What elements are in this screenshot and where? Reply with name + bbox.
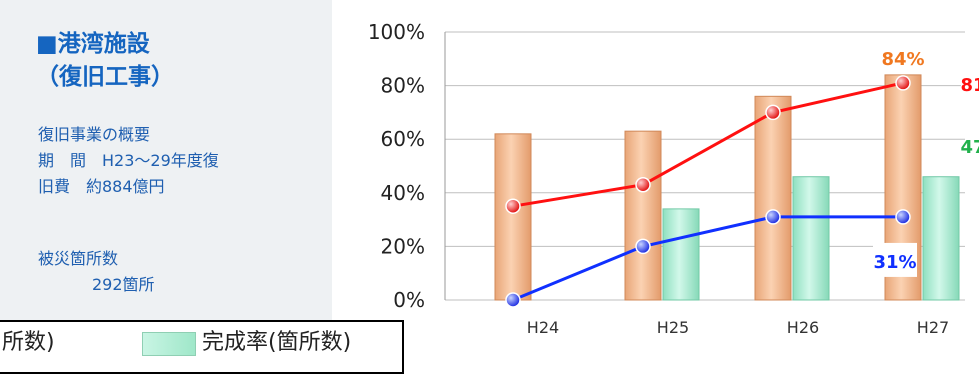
point-red: [895, 75, 911, 91]
label-blue-value: 31%: [873, 252, 916, 273]
label-orange-value: 84%: [881, 49, 924, 70]
point-red: [635, 177, 651, 193]
y-tick-label: 40%: [381, 181, 425, 205]
bar-green: [922, 176, 960, 301]
bar-orange: [754, 95, 792, 301]
x-tick-label: H25: [657, 318, 689, 337]
point-red: [765, 104, 781, 121]
progress-chart: 0% 20% 40% 60% 80% 100% H24 H25 H26 H27 84% 81% 47%…: [368, 20, 979, 337]
title-line-1: ■港湾施設: [36, 31, 150, 57]
project-summary: 復旧事業の概要 期 間 H23～29年度復 旧費 約884億円: [38, 122, 219, 200]
bar-orange: [624, 130, 662, 301]
y-tick-label: 20%: [381, 234, 425, 258]
y-tick-label: 0%: [393, 288, 425, 312]
title-line-2: （復旧工事）: [36, 64, 174, 90]
bar-green: [792, 176, 830, 301]
point-blue: [765, 209, 781, 225]
x-tick-label: H26: [787, 318, 819, 337]
damage-info: 被災箇所数 292箇所: [38, 246, 155, 298]
label-red-value: 81%: [960, 75, 979, 96]
left-info-panel: ■港湾施設 （復旧工事） 復旧事業の概要 期 間 H23～29年度復 旧費 約8…: [0, 0, 332, 347]
point-blue: [895, 209, 911, 225]
panel-divider: [332, 0, 334, 347]
bar-green: [662, 208, 700, 301]
cost-line: 旧費 約884億円: [38, 177, 165, 196]
line-blue: [512, 215, 903, 302]
legend-completion-label: 完成率(箇所数): [202, 330, 352, 355]
legend-left-label: 所数): [2, 330, 55, 355]
y-tick-label: 80%: [381, 74, 425, 98]
point-blue: [505, 292, 521, 308]
x-tick-label: H24: [527, 318, 559, 337]
label-red-bg: [961, 66, 979, 99]
y-tick-label: 60%: [381, 127, 425, 151]
line-red: [512, 81, 904, 208]
label-blue-bg: [873, 242, 917, 277]
x-tick-label: H27: [917, 318, 949, 337]
label-green-value: 47%: [960, 137, 979, 158]
bar-orange: [494, 133, 532, 301]
summary-heading: 復旧事業の概要: [38, 125, 151, 144]
y-tick-label: 100%: [368, 20, 425, 44]
period-line: 期 間 H23～29年度復: [38, 151, 219, 170]
point-blue: [635, 238, 651, 255]
point-red: [505, 198, 521, 214]
damage-label: 被災箇所数: [38, 249, 119, 268]
chart-legend: 所数) 完成率(箇所数): [0, 320, 404, 374]
panel-title: ■港湾施設 （復旧工事）: [36, 28, 174, 94]
damage-value: 292箇所: [92, 275, 155, 294]
legend-green-swatch: [142, 332, 196, 356]
